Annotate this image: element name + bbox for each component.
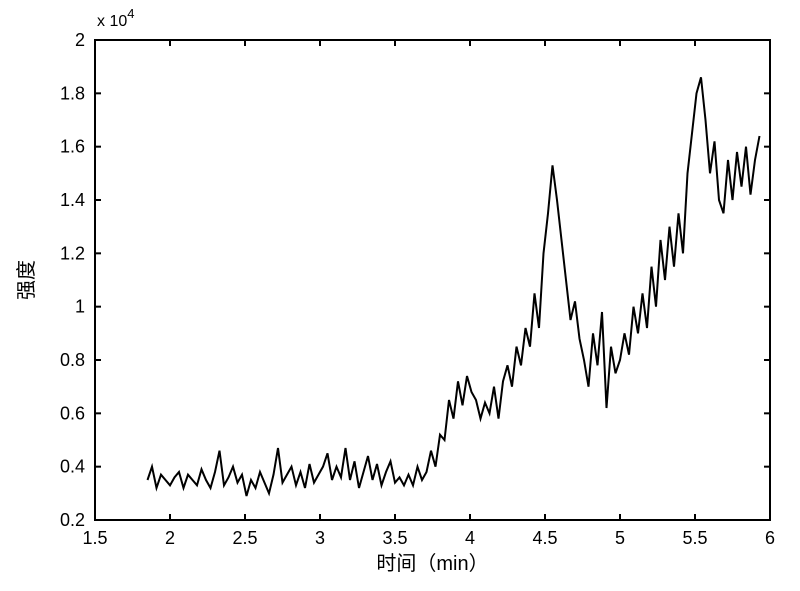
x-tick-label: 3.5 [382, 528, 407, 548]
plot-border [95, 40, 770, 520]
y-axis-exponent: x 104 [97, 6, 134, 30]
y-tick-label: 0.2 [60, 510, 85, 530]
y-tick-label: 0.6 [60, 403, 85, 423]
y-tick-label: 2 [75, 30, 85, 50]
x-axis-label: 时间（min） [376, 552, 488, 575]
y-axis-label: 强度 [15, 260, 38, 300]
intensity-time-chart: 1.5 2 2.5 3 3.5 4 4.5 5 5.5 6 0.2 0.4 0.6 0.8 1 1.2 1.4 1… [0, 0, 800, 591]
intensity-series-line [148, 77, 760, 496]
y-tick-label: 0.8 [60, 350, 85, 370]
y-tick-label: 1.6 [60, 137, 85, 157]
x-tick-label: 1.5 [82, 528, 107, 548]
x-tick-label: 2.5 [232, 528, 257, 548]
y-tick-label: 1.8 [60, 83, 85, 103]
x-tick-label: 4.5 [532, 528, 557, 548]
y-tick-label: 1.4 [60, 190, 85, 210]
x-tick-label: 3 [315, 528, 325, 548]
x-tick-label: 5.5 [682, 528, 707, 548]
x-tick-label: 4 [465, 528, 475, 548]
chart-svg: 1.5 2 2.5 3 3.5 4 4.5 5 5.5 6 0.2 0.4 0.6 0.8 1 1.2 1.4 1… [0, 0, 800, 591]
x-tick-label: 5 [615, 528, 625, 548]
y-tick-label: 0.4 [60, 457, 85, 477]
x-tick-label: 2 [165, 528, 175, 548]
y-tick-label: 1 [75, 297, 85, 317]
x-tick-label: 6 [765, 528, 775, 548]
y-tick-label: 1.2 [60, 243, 85, 263]
